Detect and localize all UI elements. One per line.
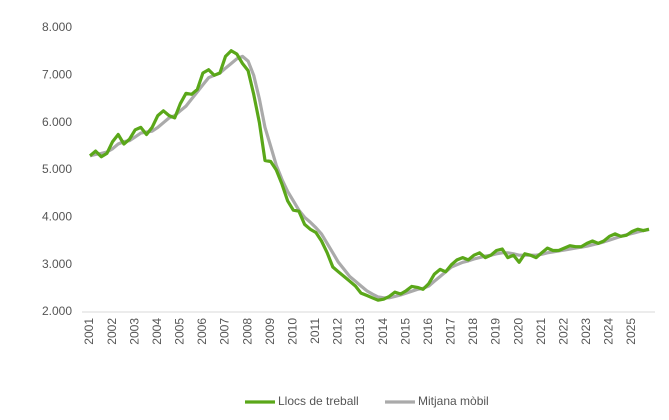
x-tick-label: 2006 — [195, 318, 209, 345]
x-tick-label: 2011 — [308, 318, 322, 344]
x-tick-label: 2004 — [150, 318, 164, 345]
x-tick-label: 2001 — [82, 318, 96, 345]
x-tick-label: 2009 — [263, 318, 277, 345]
y-tick-label: 2.000 — [42, 304, 72, 318]
x-tick-label: 2002 — [105, 318, 119, 345]
x-tick-label: 2021 — [534, 318, 548, 345]
x-tick-label: 2005 — [173, 318, 187, 345]
x-tick-label: 2010 — [285, 318, 299, 345]
x-tick-label: 2019 — [489, 318, 503, 345]
y-tick-label: 3.000 — [42, 257, 72, 271]
x-tick-label: 2024 — [602, 318, 616, 345]
y-tick-label: 5.000 — [42, 162, 72, 176]
x-tick-label: 2008 — [240, 318, 254, 345]
y-tick-label: 8.000 — [42, 20, 72, 34]
x-tick-label: 2020 — [511, 318, 525, 345]
x-tick-label: 2017 — [444, 318, 458, 345]
x-tick-label: 2018 — [466, 318, 480, 345]
x-tick-label: 2003 — [127, 318, 141, 345]
series-line — [89, 54, 650, 300]
x-tick-label: 2014 — [376, 318, 390, 345]
legend-label: Mitjana mòbil — [418, 394, 489, 408]
x-tick-label: 2007 — [218, 318, 232, 345]
series-line — [88, 49, 650, 302]
x-tick-label: 2013 — [353, 318, 367, 345]
x-tick-label: 2025 — [624, 318, 638, 345]
x-tick-label: 2022 — [556, 318, 570, 345]
legend-label: Llocs de treball — [278, 394, 359, 408]
x-tick-label: 2012 — [331, 318, 345, 345]
x-tick-label: 2015 — [398, 318, 412, 345]
y-tick-label: 7.000 — [42, 68, 72, 82]
x-tick-label: 2016 — [421, 318, 435, 345]
y-tick-label: 6.000 — [42, 115, 72, 129]
x-tick-label: 2023 — [579, 318, 593, 345]
y-tick-label: 4.000 — [42, 210, 72, 224]
